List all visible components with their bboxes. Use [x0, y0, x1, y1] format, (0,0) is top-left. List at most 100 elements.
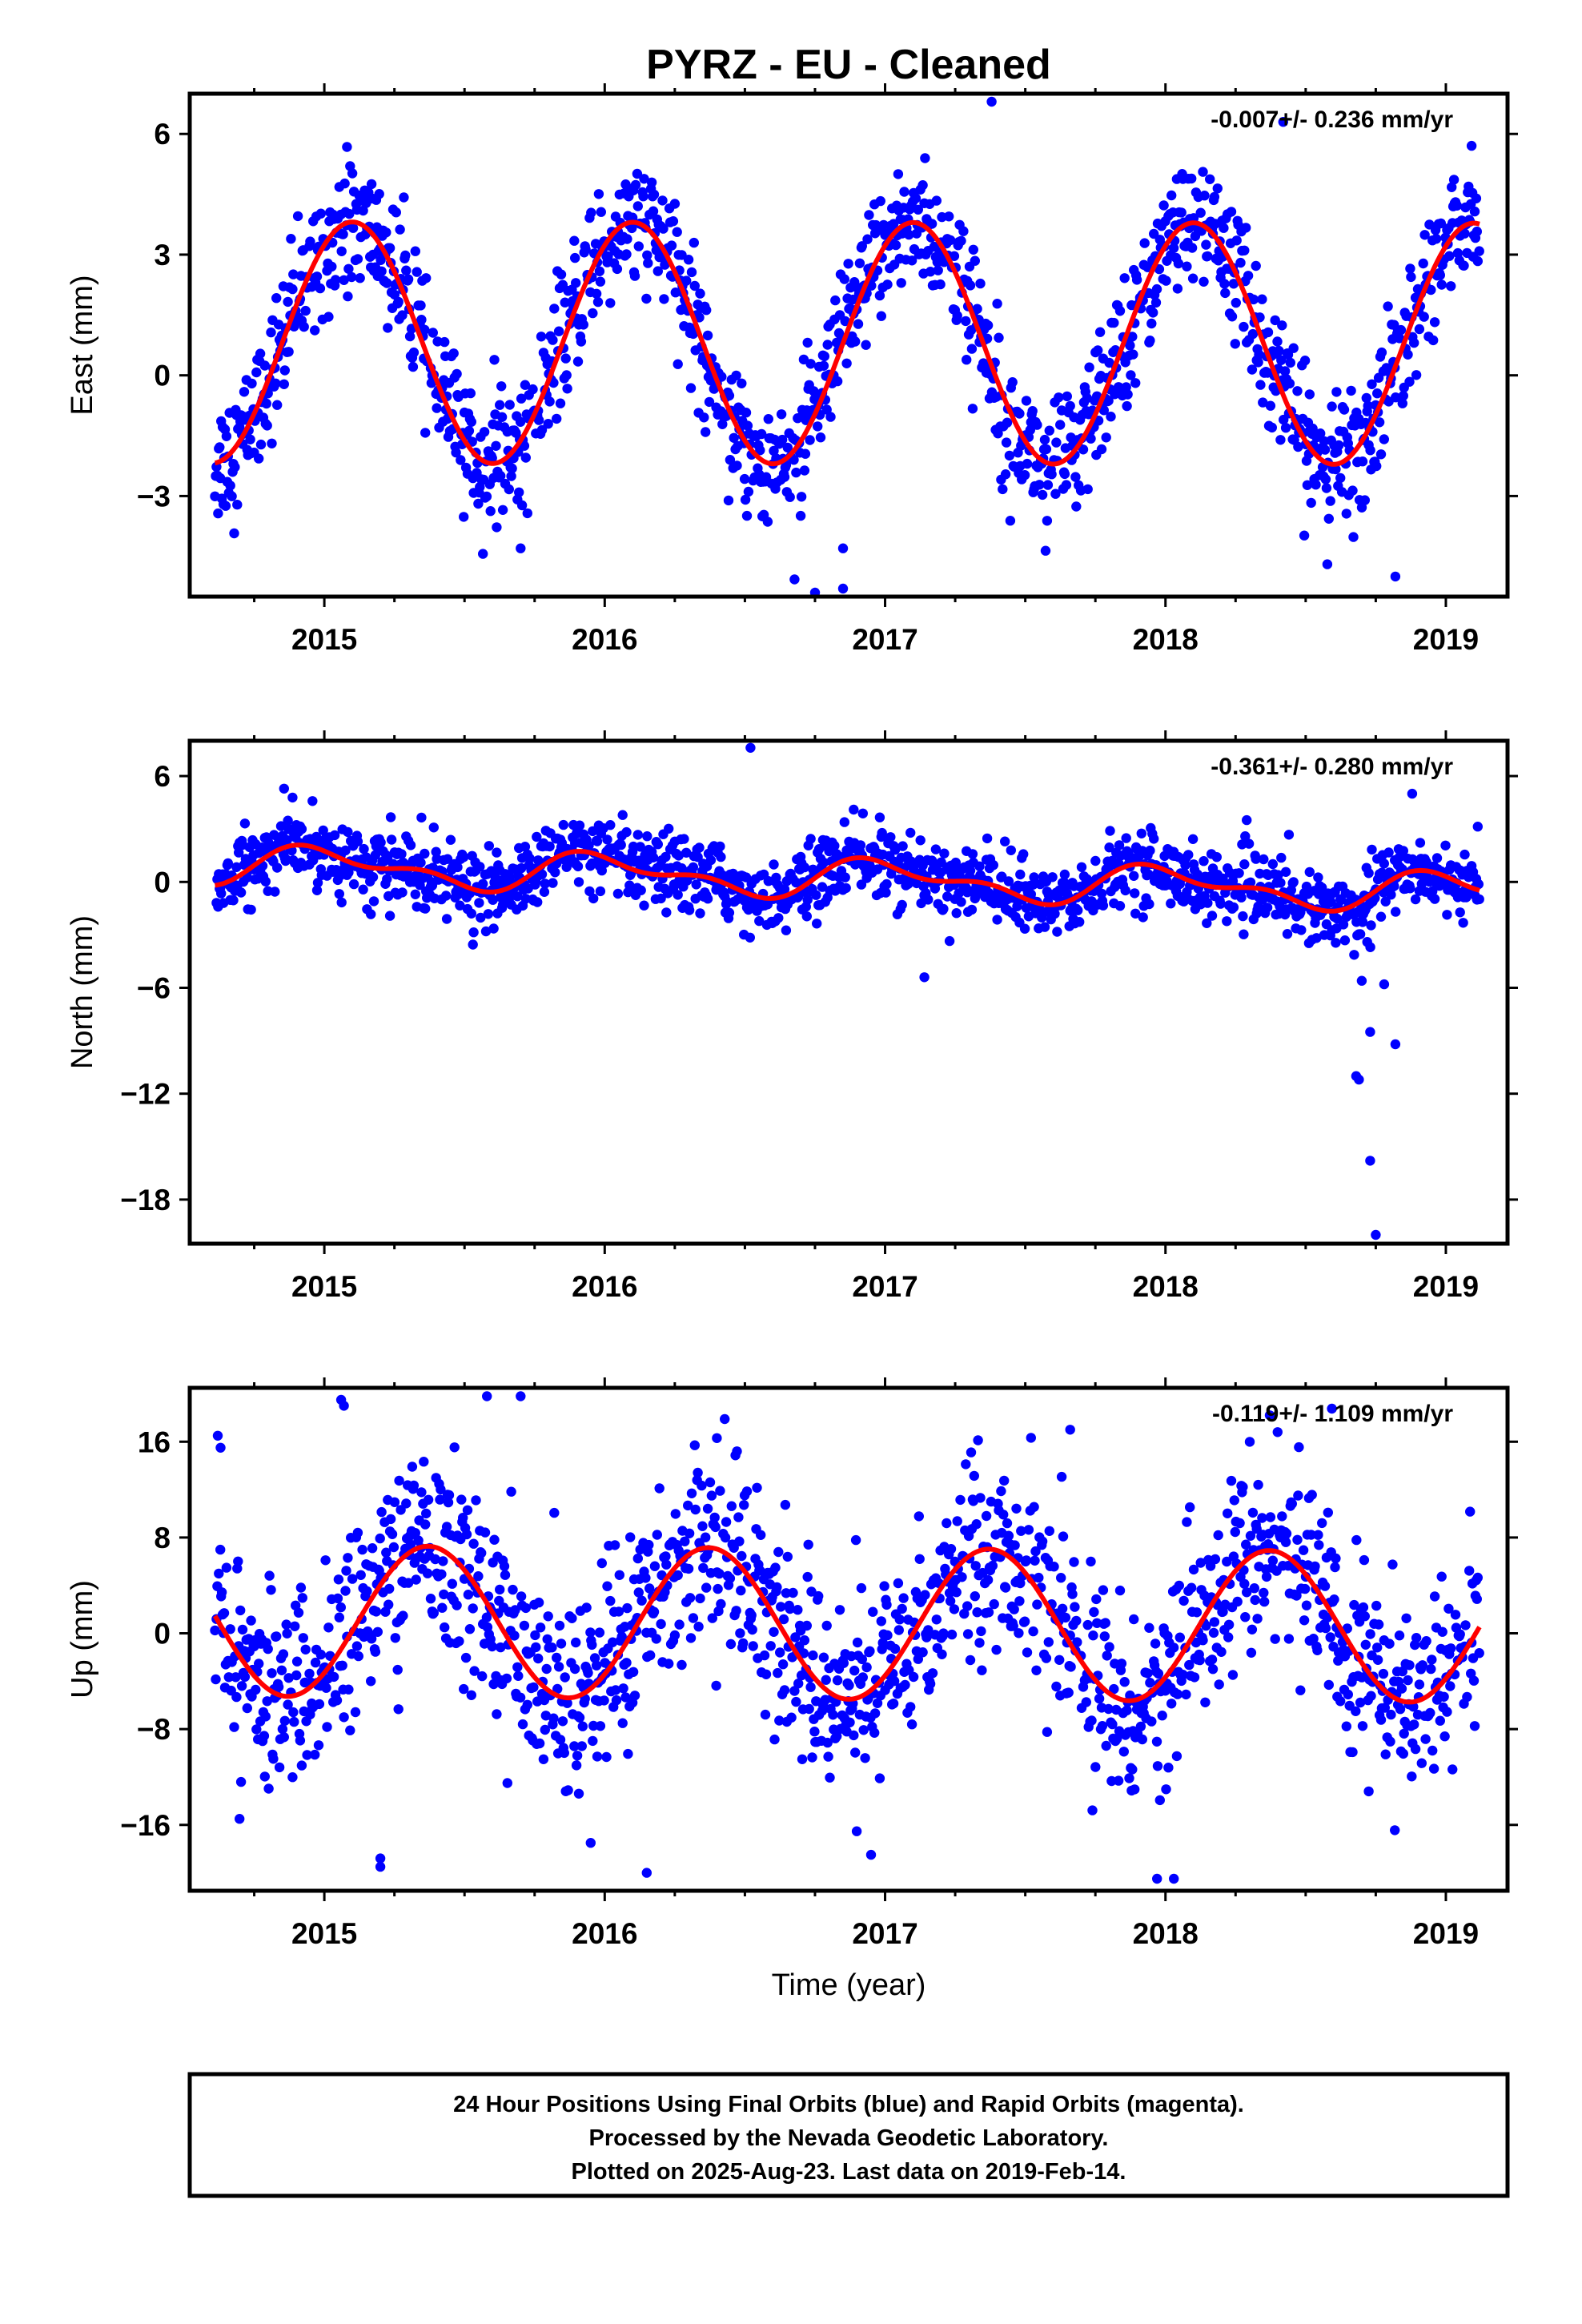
data-point — [413, 1535, 424, 1546]
data-point — [230, 462, 240, 472]
data-point — [765, 1641, 776, 1651]
data-point — [1200, 1697, 1211, 1707]
data-point — [1472, 226, 1483, 237]
data-point — [779, 884, 790, 895]
data-point — [658, 223, 669, 234]
data-point — [1418, 258, 1428, 269]
data-point — [560, 297, 570, 308]
data-point — [339, 178, 350, 189]
data-point — [236, 1681, 247, 1691]
data-point — [553, 1662, 564, 1672]
data-point — [1261, 1571, 1272, 1582]
data-point — [569, 235, 580, 246]
data-point — [785, 1603, 795, 1614]
data-point — [1429, 1591, 1440, 1602]
data-point — [1078, 444, 1089, 455]
data-point — [673, 890, 683, 900]
data-point — [1114, 840, 1125, 850]
data-point — [965, 280, 976, 291]
data-point — [290, 1621, 300, 1632]
data-point — [1295, 1685, 1306, 1695]
data-point — [648, 852, 659, 863]
data-point — [646, 177, 657, 187]
data-point — [367, 872, 379, 883]
data-point — [469, 1666, 480, 1676]
data-point — [1127, 1764, 1138, 1775]
data-point — [1357, 456, 1368, 467]
data-point — [483, 909, 494, 919]
data-point — [468, 1538, 479, 1549]
data-point — [673, 1570, 683, 1581]
data-point — [905, 827, 916, 838]
data-point — [1395, 1704, 1406, 1715]
outlier-point — [1365, 1027, 1375, 1037]
data-point — [1203, 898, 1213, 908]
data-point — [721, 1517, 732, 1527]
data-point — [1259, 1596, 1270, 1607]
data-point — [1103, 396, 1114, 406]
data-point — [1397, 1666, 1408, 1677]
data-point — [897, 1603, 907, 1614]
data-point — [474, 898, 484, 908]
data-point — [875, 195, 886, 207]
data-point — [1313, 1530, 1323, 1540]
data-point — [1320, 474, 1331, 485]
data-point — [1104, 842, 1114, 853]
data-point — [710, 1522, 721, 1533]
data-point — [405, 1539, 416, 1550]
data-point — [852, 1637, 863, 1648]
data-point — [683, 1563, 694, 1574]
data-point — [854, 258, 865, 268]
y-tick-label: −6 — [137, 971, 171, 1004]
data-point — [774, 1715, 785, 1726]
data-point — [533, 1653, 544, 1664]
data-point — [1376, 867, 1387, 879]
data-point — [1094, 327, 1106, 337]
data-point — [805, 1682, 816, 1692]
data-point — [1228, 279, 1239, 289]
data-point — [454, 1636, 464, 1647]
data-point — [969, 1470, 980, 1482]
data-point — [1152, 1761, 1163, 1771]
data-point — [668, 216, 679, 227]
data-point — [1452, 247, 1464, 259]
data-point — [1104, 1642, 1114, 1652]
data-point — [821, 1675, 831, 1685]
data-point — [716, 851, 726, 862]
data-point — [599, 1695, 609, 1706]
data-point — [516, 500, 528, 511]
data-point — [904, 229, 914, 240]
data-point — [479, 427, 490, 437]
data-point — [1379, 434, 1390, 444]
data-point — [781, 925, 792, 935]
data-point — [295, 1582, 307, 1593]
data-point — [1262, 903, 1273, 913]
data-point — [801, 1620, 812, 1631]
data-point — [334, 1612, 344, 1622]
data-point — [761, 1669, 772, 1679]
data-point — [480, 926, 492, 937]
data-point — [1246, 1647, 1257, 1658]
data-point — [245, 434, 255, 444]
data-point — [1014, 1596, 1025, 1606]
data-point — [1251, 260, 1261, 271]
data-point — [1405, 883, 1415, 894]
data-point — [291, 1656, 303, 1667]
data-point — [1355, 929, 1366, 939]
data-point — [893, 1625, 905, 1635]
data-point — [1195, 1655, 1205, 1666]
data-point — [468, 927, 479, 938]
data-point — [970, 255, 981, 266]
data-point — [514, 487, 524, 497]
data-point — [386, 834, 397, 845]
data-point — [1376, 347, 1387, 358]
data-point — [286, 234, 296, 244]
data-point — [755, 1566, 765, 1576]
data-point — [219, 1608, 230, 1618]
data-point — [1474, 1648, 1484, 1659]
data-point — [487, 1641, 497, 1652]
data-point — [898, 1593, 909, 1603]
data-point — [769, 1734, 780, 1745]
data-point — [419, 1457, 429, 1467]
